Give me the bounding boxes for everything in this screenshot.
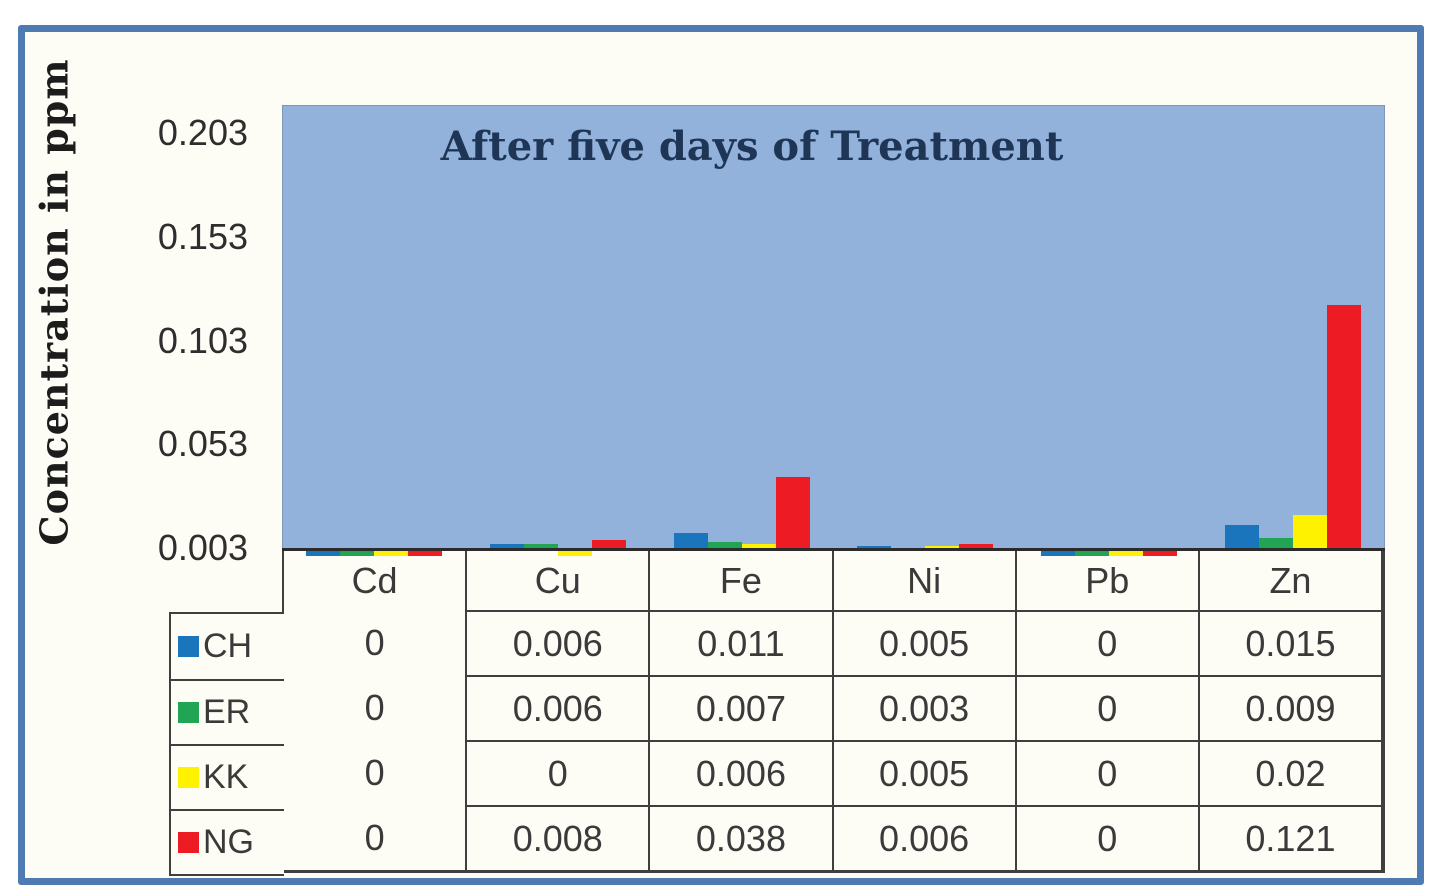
- value-CH-row: 0 0.006 0.011 0.005 0 0.015: [284, 610, 1384, 675]
- value-ER-cell: 0: [1016, 675, 1200, 740]
- value-KK-cell: 0.02: [1199, 740, 1384, 805]
- value-NG-cell: 0.038: [650, 805, 834, 870]
- bar-NG-Ni: [959, 544, 993, 550]
- category-header-cell: Fe: [650, 551, 834, 610]
- value-ER-cell: 0.003: [833, 675, 1017, 740]
- value-CH-cell: 0: [284, 610, 468, 675]
- legend-label: NG: [203, 823, 254, 861]
- value-ER-cell: 0.009: [1199, 675, 1384, 740]
- plot-area: [282, 105, 1385, 550]
- bar-ER-Cu: [524, 544, 558, 550]
- legend-item-ER: ER: [171, 679, 284, 744]
- value-KK-row: 0 0 0.006 0.005 0 0.02: [284, 740, 1384, 805]
- value-CH-cell: 0.005: [833, 610, 1017, 675]
- value-CH-cell: 0.011: [650, 610, 834, 675]
- bar-NG-Fe: [776, 477, 810, 550]
- value-NG-cell: 0.006: [833, 805, 1017, 870]
- bar-ER-Zn: [1259, 538, 1293, 550]
- bar-CH-Cd: [306, 550, 340, 556]
- category-header-cell: Cd: [284, 551, 468, 610]
- value-ER-cell: 0: [284, 675, 468, 740]
- bar-NG-Cd: [408, 550, 442, 556]
- value-KK-cell: 0.005: [833, 740, 1017, 805]
- legend-label: CH: [203, 627, 253, 665]
- value-ER-row: 0 0.006 0.007 0.003 0 0.009: [284, 675, 1384, 740]
- bar-CH-Pb: [1041, 550, 1075, 556]
- x-axis-line: [282, 548, 1385, 551]
- legend-swatch-icon: [178, 832, 199, 853]
- value-CH-cell: 0.015: [1199, 610, 1384, 675]
- legend-swatch-icon: [178, 702, 199, 723]
- bar-KK-Fe: [742, 544, 776, 550]
- value-ER-cell: 0.006: [467, 675, 651, 740]
- y-tick-label: 0.053: [157, 423, 248, 465]
- bar-ER-Pb: [1075, 550, 1109, 556]
- value-KK-cell: 0: [467, 740, 651, 805]
- value-NG-cell: 0.121: [1199, 805, 1384, 870]
- legend-label: ER: [203, 693, 251, 731]
- bar-CH-Fe: [674, 533, 708, 550]
- legend-swatch-icon: [178, 767, 199, 788]
- bar-KK-Cd: [374, 550, 408, 556]
- value-NG-cell: 0: [1016, 805, 1200, 870]
- data-table: Cd Cu Fe Ni Pb Zn 0 0.006 0.011 0.005 0 0.015 0 0.006…: [282, 551, 1385, 873]
- value-KK-cell: 0: [1016, 740, 1200, 805]
- y-tick-label: 0.203: [157, 112, 248, 153]
- legend-key-column: CH ER KK NG: [169, 612, 284, 876]
- value-CH-cell: 0: [1016, 610, 1200, 675]
- bar-CH-Zn: [1225, 525, 1259, 550]
- bar-CH-Cu: [490, 544, 524, 550]
- value-ER-cell: 0.007: [650, 675, 834, 740]
- bar-ER-Fe: [708, 542, 742, 550]
- y-axis-label: Concentration in ppm: [31, 58, 77, 546]
- bar-NG-Cu: [592, 540, 626, 550]
- value-KK-cell: 0.006: [650, 740, 834, 805]
- category-header-row: Cd Cu Fe Ni Pb Zn: [284, 551, 1384, 610]
- value-NG-row: 0 0.008 0.038 0.006 0 0.121: [284, 805, 1384, 870]
- value-KK-cell: 0: [284, 740, 468, 805]
- legend-item-KK: KK: [171, 744, 284, 809]
- bar-NG-Pb: [1143, 550, 1177, 556]
- category-header-cell: Cu: [467, 551, 651, 610]
- chart-title: After five days of Treatment: [440, 123, 1064, 170]
- category-header-cell: Zn: [1200, 551, 1384, 610]
- y-tick-label: 0.003: [157, 527, 248, 568]
- bar-KK-Zn: [1293, 515, 1327, 550]
- legend-label: KK: [203, 758, 249, 796]
- category-header-cell: Pb: [1017, 551, 1200, 610]
- bar-NG-Zn: [1327, 305, 1361, 550]
- bar-ER-Cd: [340, 550, 374, 556]
- bar-KK-Pb: [1109, 550, 1143, 556]
- category-header-cell: Ni: [834, 551, 1017, 610]
- value-NG-cell: 0.008: [467, 805, 651, 870]
- value-NG-cell: 0: [284, 805, 468, 870]
- y-tick-label: 0.153: [157, 215, 248, 257]
- y-tick-label: 0.103: [157, 319, 248, 361]
- value-CH-cell: 0.006: [467, 610, 651, 675]
- legend-item-NG: NG: [171, 809, 284, 874]
- legend-swatch-icon: [178, 636, 199, 657]
- legend-item-CH: CH: [171, 614, 284, 679]
- bar-KK-Cu: [558, 550, 592, 556]
